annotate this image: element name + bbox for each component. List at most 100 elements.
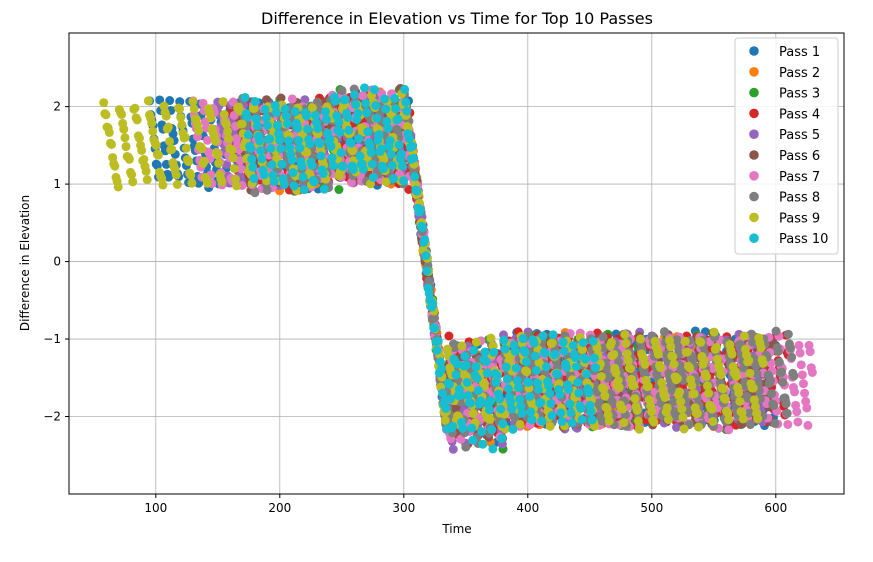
data-point [538, 331, 548, 341]
data-point [564, 385, 574, 395]
data-point [671, 412, 681, 422]
data-point [269, 176, 279, 186]
data-point [262, 120, 272, 130]
data-point [420, 235, 430, 245]
x-tick-label: 200 [268, 501, 291, 515]
data-point [463, 391, 473, 401]
data-point [418, 223, 428, 233]
data-point [444, 380, 454, 390]
data-point [130, 103, 140, 113]
data-point [184, 157, 194, 167]
data-point [786, 343, 796, 353]
data-point [285, 143, 295, 153]
data-point [797, 370, 807, 380]
data-point [783, 329, 793, 339]
data-point [589, 353, 599, 363]
data-point [305, 139, 315, 149]
x-tick-label: 300 [392, 501, 415, 515]
data-point [600, 391, 610, 401]
data-point [537, 416, 547, 426]
data-point [288, 168, 298, 178]
data-point [275, 135, 285, 145]
x-axis-label: Time [441, 522, 471, 536]
data-point [147, 118, 157, 128]
data-point [152, 160, 162, 170]
data-point [796, 360, 806, 370]
data-point [745, 420, 755, 430]
data-point [587, 415, 597, 425]
data-point [524, 377, 534, 387]
data-point [428, 299, 438, 309]
data-point [256, 146, 266, 156]
data-point [580, 354, 590, 364]
data-point [422, 266, 432, 276]
data-point [622, 349, 632, 359]
data-point [514, 383, 523, 393]
data-point [473, 386, 483, 396]
data-point [531, 365, 541, 375]
data-point [751, 361, 761, 371]
data-point [399, 176, 409, 186]
data-point [659, 327, 669, 337]
data-point [358, 164, 368, 174]
data-point [500, 344, 510, 354]
data-point [704, 388, 714, 398]
data-point [438, 388, 448, 398]
data-point [596, 371, 606, 381]
data-point [365, 141, 375, 151]
data-point [242, 112, 252, 122]
data-point [229, 164, 239, 174]
data-point [778, 377, 788, 387]
data-point [450, 343, 460, 353]
data-point [629, 380, 639, 390]
data-point [462, 377, 472, 387]
data-point [578, 338, 588, 348]
data-point [518, 334, 528, 344]
legend-marker [749, 129, 759, 139]
data-point [568, 340, 578, 350]
data-point [433, 336, 443, 346]
data-point [348, 164, 358, 174]
data-point [711, 342, 721, 352]
data-point [567, 418, 577, 428]
data-point [471, 337, 481, 347]
data-point [707, 404, 717, 414]
data-point [457, 341, 467, 351]
data-point [110, 161, 120, 171]
data-point [657, 378, 667, 388]
data-point [236, 164, 246, 174]
data-point [643, 381, 653, 391]
data-point [544, 381, 554, 391]
data-point [327, 153, 337, 163]
data-point [745, 368, 755, 378]
data-point [752, 369, 762, 379]
data-point [404, 134, 414, 144]
data-point [374, 130, 384, 140]
data-point [649, 417, 659, 427]
data-point [440, 415, 450, 425]
data-point [604, 416, 614, 426]
data-point [750, 402, 760, 412]
data-point [313, 124, 323, 134]
data-point [448, 444, 458, 454]
data-point [199, 156, 209, 166]
data-point [119, 124, 129, 134]
data-point [101, 110, 111, 120]
legend-marker [749, 233, 759, 243]
legend-label: Pass 2 [779, 66, 820, 81]
data-point [529, 338, 539, 348]
data-point [194, 126, 204, 136]
data-point [486, 333, 496, 343]
data-point [545, 421, 555, 431]
data-point [176, 112, 186, 122]
data-point [478, 439, 488, 449]
data-point [666, 342, 676, 352]
data-point [172, 180, 182, 190]
data-point [708, 416, 718, 426]
data-point [787, 352, 797, 362]
data-point [320, 107, 330, 117]
data-point [336, 148, 346, 158]
data-point [573, 378, 583, 388]
data-point [219, 110, 229, 120]
data-point [366, 147, 376, 157]
